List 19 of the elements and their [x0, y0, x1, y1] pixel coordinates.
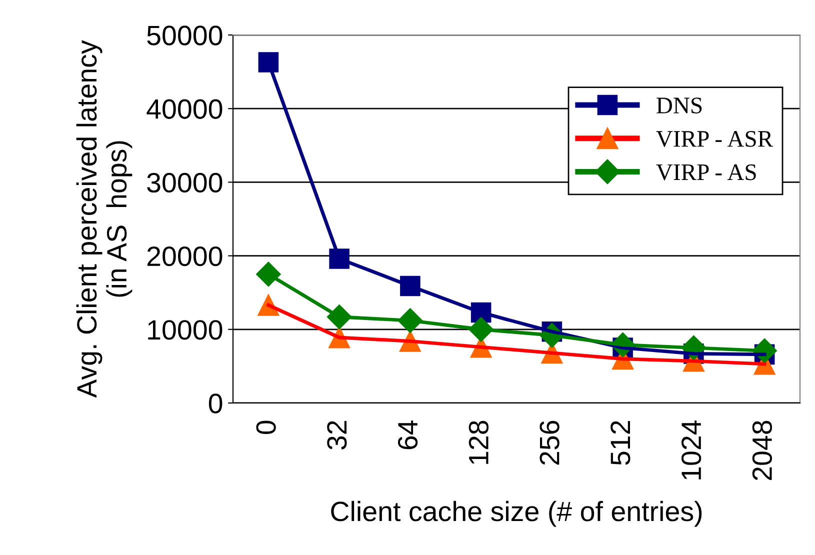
x-tick-label: 1024 [681, 420, 702, 480]
legend-label: DNS [656, 98, 702, 114]
x-tick-label: 0 [256, 420, 276, 434]
x-tick-label: 512 [610, 421, 630, 465]
y-tick-label: 40000 [146, 99, 222, 119]
legend-label: VIRP - AS [656, 164, 756, 180]
x-tick-label: 64 [398, 420, 418, 450]
y-axis-title: Avg. Client perceived latency (in AS hops) [76, 40, 132, 398]
legend-label: VIRP - ASR [656, 130, 774, 147]
x-tick-label: 256 [540, 420, 560, 465]
x-tick-label: 32 [327, 421, 347, 450]
x-tick-label: 2048 [752, 420, 772, 480]
y-tick-label: 0 [208, 394, 222, 414]
x-axis-title: Client cache size (# of entries) [331, 500, 702, 527]
y-tick-label: 10000 [148, 320, 222, 340]
y-tick-label: 50000 [147, 26, 222, 46]
x-tick-label: 128 [468, 420, 489, 464]
y-tick-label: 20000 [147, 246, 222, 266]
y-tick-label: 30000 [147, 172, 222, 193]
